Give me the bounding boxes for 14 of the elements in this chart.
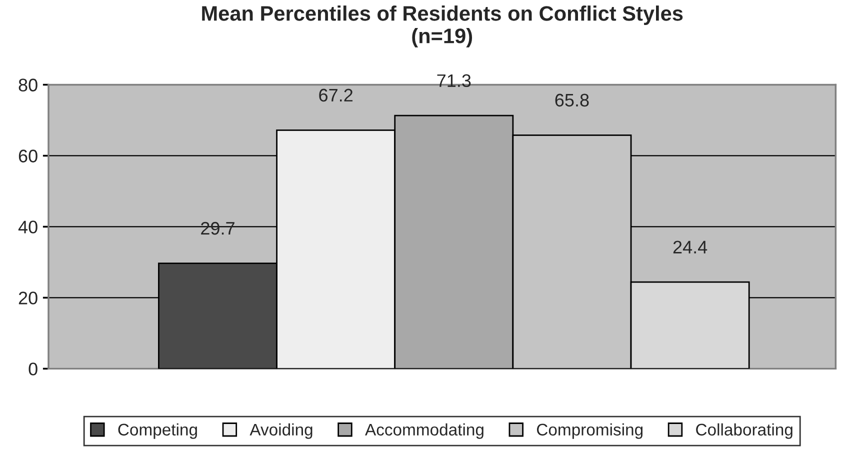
legend-label: Competing: [118, 423, 197, 439]
chart-title: Mean Percentiles of Residents on Conflict Styles (n=19): [202, 6, 683, 48]
data-label: 24.4: [673, 240, 708, 254]
data-label: 65.8: [555, 94, 589, 107]
legend-label: Accommodating: [365, 423, 484, 439]
y-tick-label: 0: [28, 362, 38, 376]
legend-label: Collaborating: [696, 423, 792, 439]
y-tick-label: 80: [18, 78, 38, 92]
y-tick-label: 40: [18, 220, 38, 234]
data-label: 67.2: [319, 88, 352, 102]
y-tick-label: 60: [18, 150, 38, 162]
legend-label: Compromising: [536, 423, 643, 439]
legend-label: Avoiding: [250, 423, 312, 439]
y-tick-label: 20: [18, 292, 38, 304]
